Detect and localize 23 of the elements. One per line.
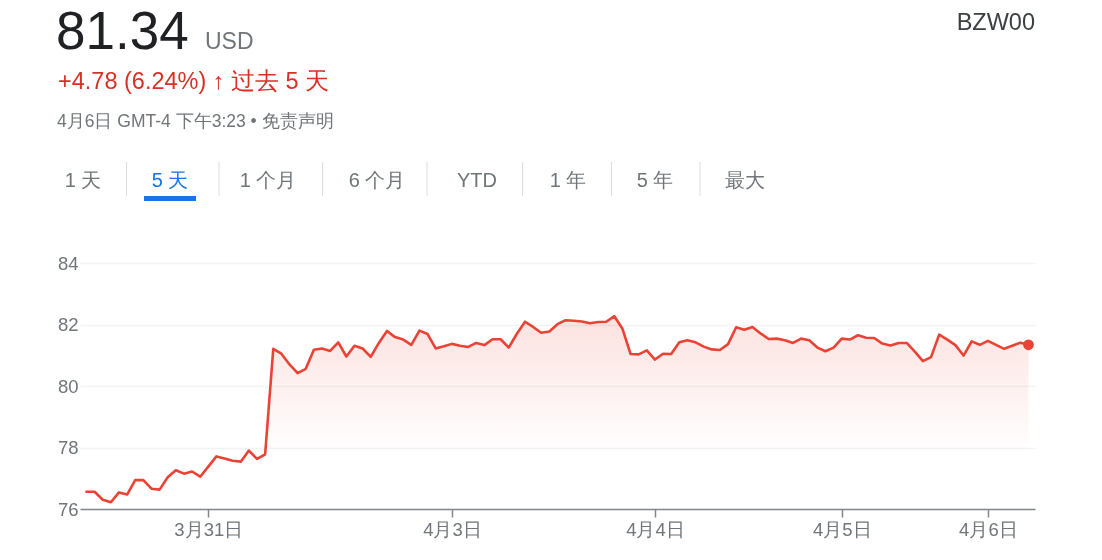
text: 5 天	[151, 169, 189, 191]
y-tick-label: 84	[57, 252, 79, 274]
y-tick-label: 82	[57, 314, 79, 335]
text: 4月6日 GMT-4 下午3:23 • 免责声明	[57, 111, 334, 131]
x-tick-label: 4月4日	[626, 518, 685, 540]
text: USD	[205, 28, 254, 54]
text: 1 个月	[239, 169, 297, 191]
y-tick-label: 76	[57, 498, 79, 520]
x-tick-label: 4月6日	[959, 518, 1018, 540]
text: 1 天	[64, 169, 102, 191]
chart-title: 81.34	[56, 1, 189, 60]
chart-subtitle: +4.78 (6.24%) ↑ 过去 5 天	[58, 68, 330, 94]
y-tick-label: 80	[57, 375, 79, 397]
x-tick-label: 4月3日	[423, 518, 482, 540]
text: 5 年	[636, 169, 674, 191]
text: YTD	[457, 169, 497, 191]
text: 6 个月	[348, 169, 406, 191]
text: 最大	[725, 169, 765, 191]
y-tick-label: 78	[57, 437, 79, 458]
x-tick-label: 4月5日	[812, 518, 872, 540]
text: BZW00	[956, 9, 1035, 35]
text: 1 年	[549, 169, 587, 191]
x-tick-label: 3月31日	[174, 518, 244, 540]
